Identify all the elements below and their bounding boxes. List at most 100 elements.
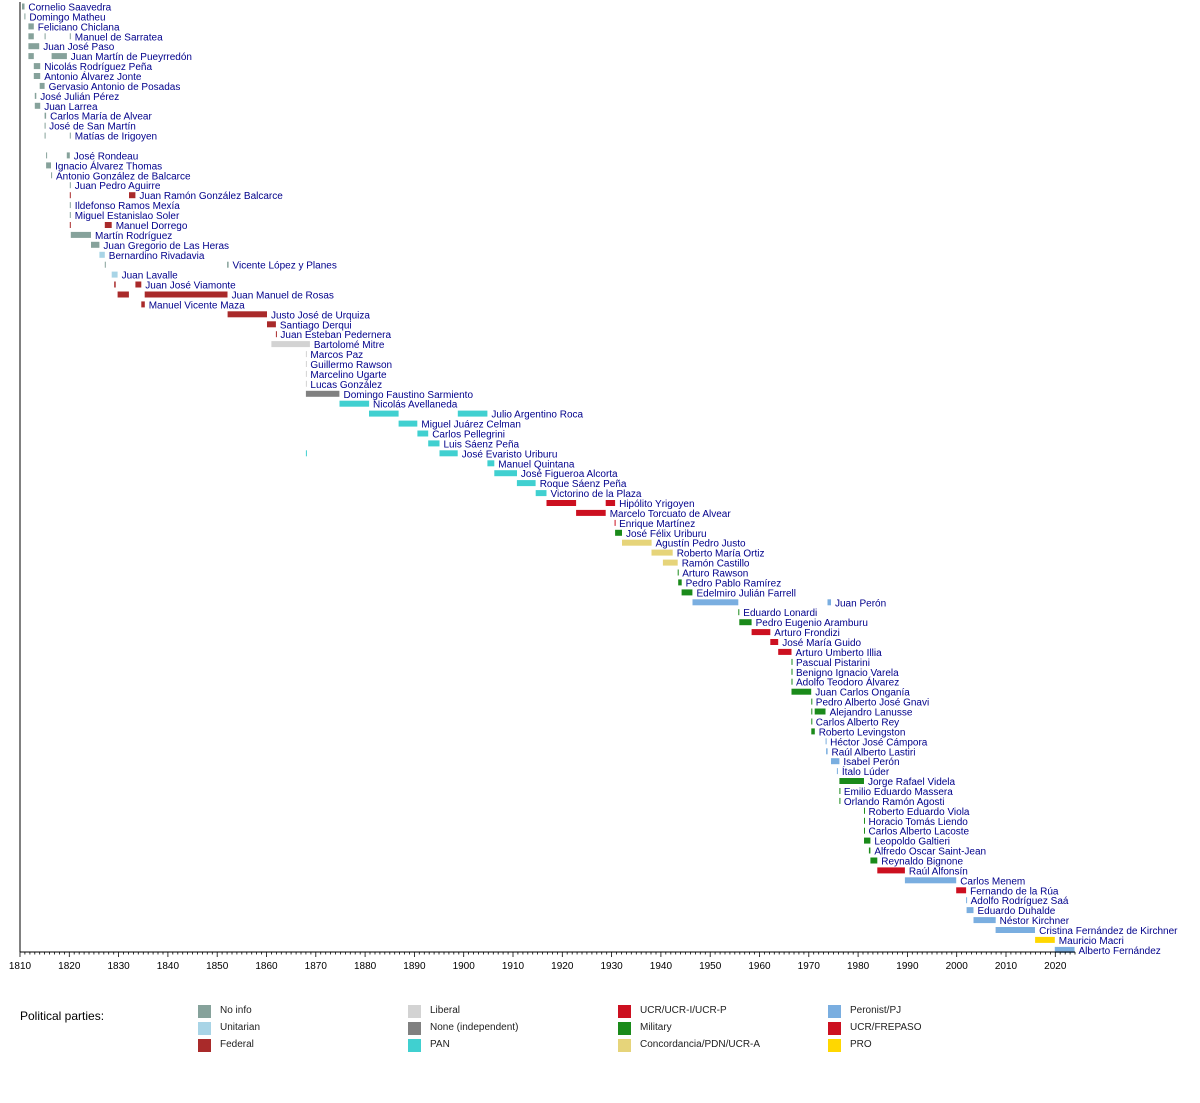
term-bar [69,33,71,40]
term-bar [864,817,865,824]
x-tick-label: 1910 [502,961,525,972]
term-bar [339,400,370,407]
legend-swatch [828,1022,841,1035]
term-bar [33,63,41,70]
term-bar [868,847,871,854]
term-bar [44,33,46,40]
term-bar [69,182,71,189]
president-label: Juan Gregorio de Las Heras [103,241,229,252]
president-label: Manuel Dorrego [116,221,188,232]
president-label: Miguel Estanislao Soler [75,211,180,222]
x-tick-label: 1860 [255,961,278,972]
term-bar [494,470,517,477]
president-label: José Rondeau [74,151,139,162]
president-label: Manuel Quintana [498,459,575,470]
x-tick-label: 1830 [107,961,130,972]
president-label: Roberto Levingston [819,727,906,738]
term-bar [46,152,48,159]
term-bar [738,609,740,616]
president-label: Bernardino Rivadavia [109,251,205,262]
president-label: Ramón Castillo [682,559,750,570]
term-bar [69,222,71,228]
term-bar [739,619,752,626]
term-bar [778,648,792,655]
x-tick-label: 2000 [946,961,969,972]
term-bar [305,351,307,358]
term-bar [428,440,440,447]
term-bar [28,33,34,40]
legend-label: None (independent) [430,1022,519,1033]
president-label: José Figueroa Alcorta [521,469,618,480]
president-label: Agustín Pedro Justo [656,539,746,550]
x-tick-label: 1980 [847,961,870,972]
term-bar [117,291,129,298]
term-bar [44,122,46,129]
term-bar [104,222,112,228]
term-bar [24,13,26,20]
president-label: Cristina Fernández de Kirchner [1039,926,1178,937]
term-bar [141,301,145,308]
president-label: José Julián Pérez [40,92,119,103]
term-bar [135,281,142,288]
term-bar [677,569,679,576]
legend-swatch [408,1039,421,1052]
legend-label: Military [640,1022,672,1033]
x-tick-label: 2010 [995,961,1018,972]
term-bar [69,212,71,218]
president-label: Carlos Pellegrini [432,430,505,441]
president-label: Lucas González [310,380,382,391]
x-tick-label: 1850 [206,961,229,972]
president-label: Roberto Eduardo Viola [869,807,970,818]
term-bar [104,261,106,268]
x-tick-label: 2020 [1044,961,1067,972]
president-label: Arturo Frondizi [774,628,840,639]
term-bar [791,668,793,675]
president-label: Alberto Fernández [1079,946,1161,957]
president-label: Néstor Kirchner [1000,916,1070,927]
legend-label: UCR/FREPASO [850,1022,922,1033]
president-label: José Félix Uriburu [626,529,707,540]
term-bar [69,202,71,209]
term-bar [305,380,307,387]
president-label: Manuel Vicente Maza [149,300,245,311]
term-bar [267,321,276,328]
x-tick-label: 1960 [748,961,771,972]
president-label: Marcos Paz [310,350,363,361]
president-label: Juan Esteban Pedernera [280,330,391,341]
president-label: Ildefonso Ramos Mexía [75,201,180,212]
term-bar [791,688,812,695]
x-tick-label: 1870 [305,961,328,972]
term-bar [51,172,53,179]
term-bar [51,53,67,60]
president-label: Raúl Alfonsín [909,866,968,877]
legend-label: UCR/UCR-I/UCR-P [640,1005,727,1016]
legend-title: Political parties: [20,1009,105,1023]
term-bar [457,410,488,417]
president-label: Héctor José Cámpora [830,737,928,748]
president-label: Pascual Pistarini [796,658,870,669]
legend-label: Concordancia/PDN/UCR-A [640,1039,761,1050]
legend-swatch [408,1022,421,1035]
president-label: Domingo Faustino Sarmiento [344,390,474,401]
president-label: Matías de Irigoyen [75,132,157,143]
term-bar [605,500,616,506]
president-label: Pedro Pablo Ramírez [686,578,782,589]
term-bar [22,3,25,10]
term-bar [622,539,652,546]
term-bar [692,599,739,606]
president-label: Alejandro Lanusse [830,708,913,719]
president-label: Domingo Matheu [29,12,105,23]
president-label: Gervasio Antonio de Posadas [49,82,181,93]
term-bar [28,23,34,30]
president-label: Pedro Eugenio Aramburu [756,618,868,629]
president-label: Adolfo Rodríguez Saá [971,896,1069,907]
president-label: Eduardo Lonardi [743,608,817,619]
president-label: José de San Martín [49,122,136,133]
president-label: Marcelo Torcuato de Alvear [610,509,732,520]
president-label: Roque Sáenz Peña [540,479,627,490]
president-label: Roberto María Ortiz [677,549,765,560]
term-bar [487,460,495,467]
president-label: Orlando Ramón Agosti [844,797,945,808]
term-bar [305,390,340,397]
president-label: Isabel Perón [843,757,899,768]
